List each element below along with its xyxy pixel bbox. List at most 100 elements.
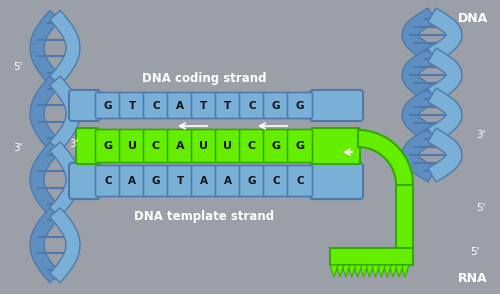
Polygon shape <box>50 142 80 217</box>
FancyBboxPatch shape <box>288 93 312 118</box>
Text: A: A <box>224 176 232 186</box>
Text: C: C <box>152 101 160 111</box>
Polygon shape <box>428 128 462 182</box>
FancyBboxPatch shape <box>120 166 144 196</box>
FancyBboxPatch shape <box>96 93 120 118</box>
Polygon shape <box>372 265 380 277</box>
Polygon shape <box>330 265 338 277</box>
Polygon shape <box>30 142 60 217</box>
Polygon shape <box>30 11 60 85</box>
FancyBboxPatch shape <box>120 93 144 118</box>
FancyBboxPatch shape <box>192 166 216 196</box>
Text: C: C <box>296 176 304 186</box>
Polygon shape <box>401 265 409 277</box>
FancyBboxPatch shape <box>144 129 169 163</box>
FancyBboxPatch shape <box>69 90 100 121</box>
Polygon shape <box>330 248 413 265</box>
Text: 3': 3' <box>476 130 486 140</box>
Text: G: G <box>152 176 160 186</box>
Text: G: G <box>248 176 256 186</box>
Polygon shape <box>402 128 436 182</box>
FancyBboxPatch shape <box>192 93 216 118</box>
Text: C: C <box>248 141 256 151</box>
Polygon shape <box>428 8 462 62</box>
Text: C: C <box>152 141 160 151</box>
Polygon shape <box>389 265 397 277</box>
FancyBboxPatch shape <box>311 128 360 164</box>
Polygon shape <box>402 88 436 142</box>
FancyBboxPatch shape <box>264 166 288 196</box>
Text: DNA template strand: DNA template strand <box>134 210 274 223</box>
FancyBboxPatch shape <box>240 129 264 163</box>
Text: G: G <box>104 101 112 111</box>
FancyBboxPatch shape <box>192 129 216 163</box>
Text: T: T <box>200 101 207 111</box>
Text: U: U <box>200 141 208 151</box>
Polygon shape <box>50 76 80 151</box>
Polygon shape <box>30 208 60 283</box>
FancyBboxPatch shape <box>216 166 240 196</box>
Text: 5': 5' <box>476 203 486 213</box>
Polygon shape <box>384 265 391 277</box>
Text: RNA: RNA <box>458 272 488 285</box>
FancyBboxPatch shape <box>216 129 240 163</box>
Polygon shape <box>354 265 362 277</box>
Polygon shape <box>342 265 350 277</box>
Polygon shape <box>395 265 403 277</box>
Text: A: A <box>200 176 208 186</box>
FancyBboxPatch shape <box>168 93 192 118</box>
Polygon shape <box>50 208 80 283</box>
FancyBboxPatch shape <box>310 90 363 121</box>
Text: G: G <box>272 101 280 111</box>
Text: U: U <box>128 141 136 151</box>
FancyBboxPatch shape <box>310 163 363 199</box>
FancyBboxPatch shape <box>288 166 312 196</box>
FancyBboxPatch shape <box>76 128 99 164</box>
Text: C: C <box>272 176 280 186</box>
Text: 5': 5' <box>470 247 480 257</box>
Polygon shape <box>348 265 356 277</box>
FancyBboxPatch shape <box>120 129 144 163</box>
Polygon shape <box>30 76 60 151</box>
Polygon shape <box>396 185 413 248</box>
Text: 3': 3' <box>70 139 79 149</box>
Polygon shape <box>402 48 436 102</box>
FancyBboxPatch shape <box>216 93 240 118</box>
Polygon shape <box>428 48 462 102</box>
Polygon shape <box>336 265 344 277</box>
Polygon shape <box>360 265 368 277</box>
Text: C: C <box>248 101 256 111</box>
Text: C: C <box>104 176 112 186</box>
FancyBboxPatch shape <box>168 166 192 196</box>
FancyBboxPatch shape <box>264 129 288 163</box>
Text: DNA: DNA <box>458 12 488 25</box>
FancyBboxPatch shape <box>144 166 169 196</box>
FancyBboxPatch shape <box>264 93 288 118</box>
Text: A: A <box>176 141 184 151</box>
Text: A: A <box>176 101 184 111</box>
Text: G: G <box>272 141 280 151</box>
Text: G: G <box>296 101 304 111</box>
Polygon shape <box>366 265 374 277</box>
FancyBboxPatch shape <box>69 163 100 199</box>
Text: DNA coding strand: DNA coding strand <box>142 72 266 85</box>
FancyBboxPatch shape <box>168 129 192 163</box>
FancyBboxPatch shape <box>96 129 120 163</box>
FancyBboxPatch shape <box>288 129 312 163</box>
Polygon shape <box>428 88 462 142</box>
Text: T: T <box>224 101 232 111</box>
Text: G: G <box>104 141 112 151</box>
Text: G: G <box>296 141 304 151</box>
Polygon shape <box>50 11 80 85</box>
FancyBboxPatch shape <box>240 166 264 196</box>
Text: 3': 3' <box>13 143 22 153</box>
Text: U: U <box>224 141 232 151</box>
FancyBboxPatch shape <box>240 93 264 118</box>
Polygon shape <box>378 265 386 277</box>
Polygon shape <box>358 130 413 185</box>
Text: 5': 5' <box>13 62 22 72</box>
Text: T: T <box>128 101 136 111</box>
Polygon shape <box>402 8 436 62</box>
FancyBboxPatch shape <box>96 166 120 196</box>
FancyBboxPatch shape <box>144 93 169 118</box>
